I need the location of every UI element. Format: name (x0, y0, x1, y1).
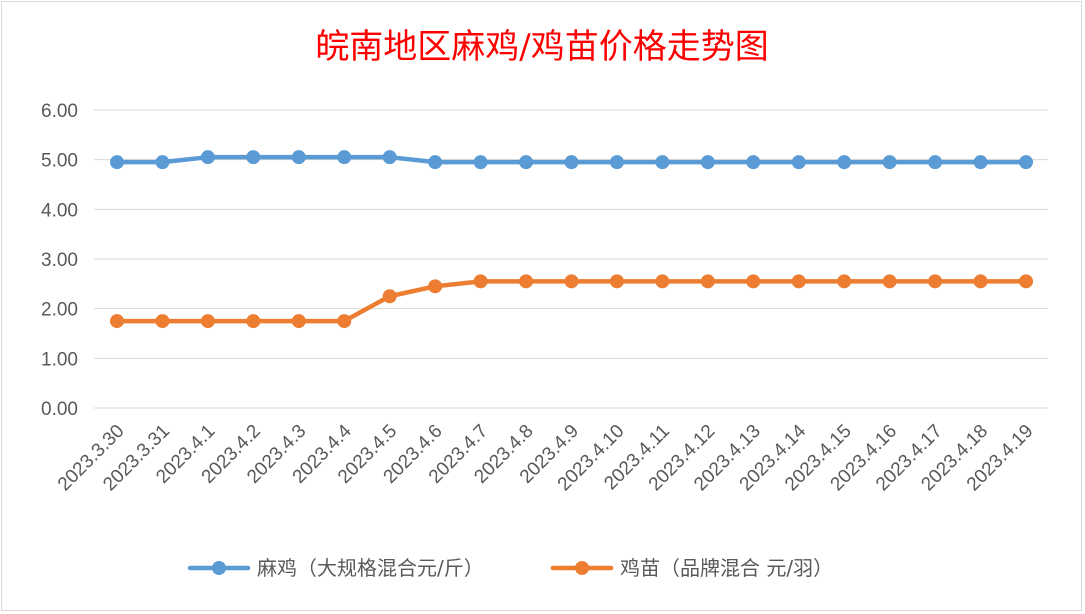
data-point (337, 150, 352, 165)
data-point (291, 314, 306, 329)
legend-swatch-marker (212, 561, 226, 575)
data-point (746, 274, 761, 289)
data-point (791, 274, 806, 289)
data-point (519, 155, 534, 170)
legend-item: 麻鸡（大规格混合元/斤） (187, 556, 484, 580)
data-point (882, 274, 897, 289)
data-point (973, 155, 988, 170)
gridlines (94, 109, 1048, 409)
data-point (973, 274, 988, 289)
legend-label: 鸡苗（品牌混合 元/羽） (620, 556, 833, 580)
y-tick-label: 1.00 (41, 349, 78, 370)
data-point (291, 150, 306, 165)
data-point (837, 274, 852, 289)
data-point (928, 155, 943, 170)
data-point (382, 289, 397, 304)
y-tick-label: 3.00 (41, 250, 78, 271)
data-point (746, 155, 761, 170)
legend-label: 麻鸡（大规格混合元/斤） (257, 556, 484, 580)
data-point (428, 279, 443, 294)
data-point (110, 314, 124, 329)
data-point (519, 274, 534, 289)
y-tick-label: 4.00 (41, 200, 78, 221)
data-point (882, 155, 897, 170)
data-point (382, 150, 397, 165)
data-point (837, 155, 852, 170)
data-point (110, 155, 124, 170)
data-point (155, 314, 170, 329)
data-point (246, 150, 261, 165)
data-point (609, 155, 624, 170)
y-tick-label: 6.00 (41, 101, 78, 122)
data-point (428, 155, 443, 170)
data-point (1019, 274, 1033, 289)
data-point (564, 274, 579, 289)
data-point (928, 274, 943, 289)
y-tick-label: 5.00 (41, 151, 78, 172)
data-point (337, 314, 352, 329)
legend: 麻鸡（大规格混合元/斤） 鸡苗（品牌混合 元/羽） (187, 556, 833, 580)
series-1 (110, 150, 1033, 170)
data-point (200, 314, 215, 329)
data-point (246, 314, 261, 329)
legend-swatch-marker (575, 561, 589, 575)
data-point (700, 274, 715, 289)
legend-item: 鸡苗（品牌混合 元/羽） (550, 556, 833, 580)
y-tick-label: 0.00 (41, 399, 78, 420)
data-point (473, 274, 488, 289)
data-point (1019, 155, 1033, 170)
data-point (700, 155, 715, 170)
data-point (655, 155, 670, 170)
chart-title: 皖南地区麻鸡/鸡苗价格走势图 (315, 27, 768, 67)
data-point (655, 274, 670, 289)
data-point (473, 155, 488, 170)
data-point (200, 150, 215, 165)
y-tick-label: 2.00 (41, 300, 78, 321)
series-lines (110, 150, 1033, 329)
data-point (564, 155, 579, 170)
y-axis-ticks: 0.00 1.00 2.00 3.00 4.00 5.00 6.00 (41, 101, 78, 420)
x-axis-ticks: 2023.3.302023.3.312023.4.12023.4.22023.4… (54, 420, 1038, 495)
data-point (791, 155, 806, 170)
data-point (609, 274, 624, 289)
data-point (155, 155, 170, 170)
series-2 (110, 274, 1033, 329)
